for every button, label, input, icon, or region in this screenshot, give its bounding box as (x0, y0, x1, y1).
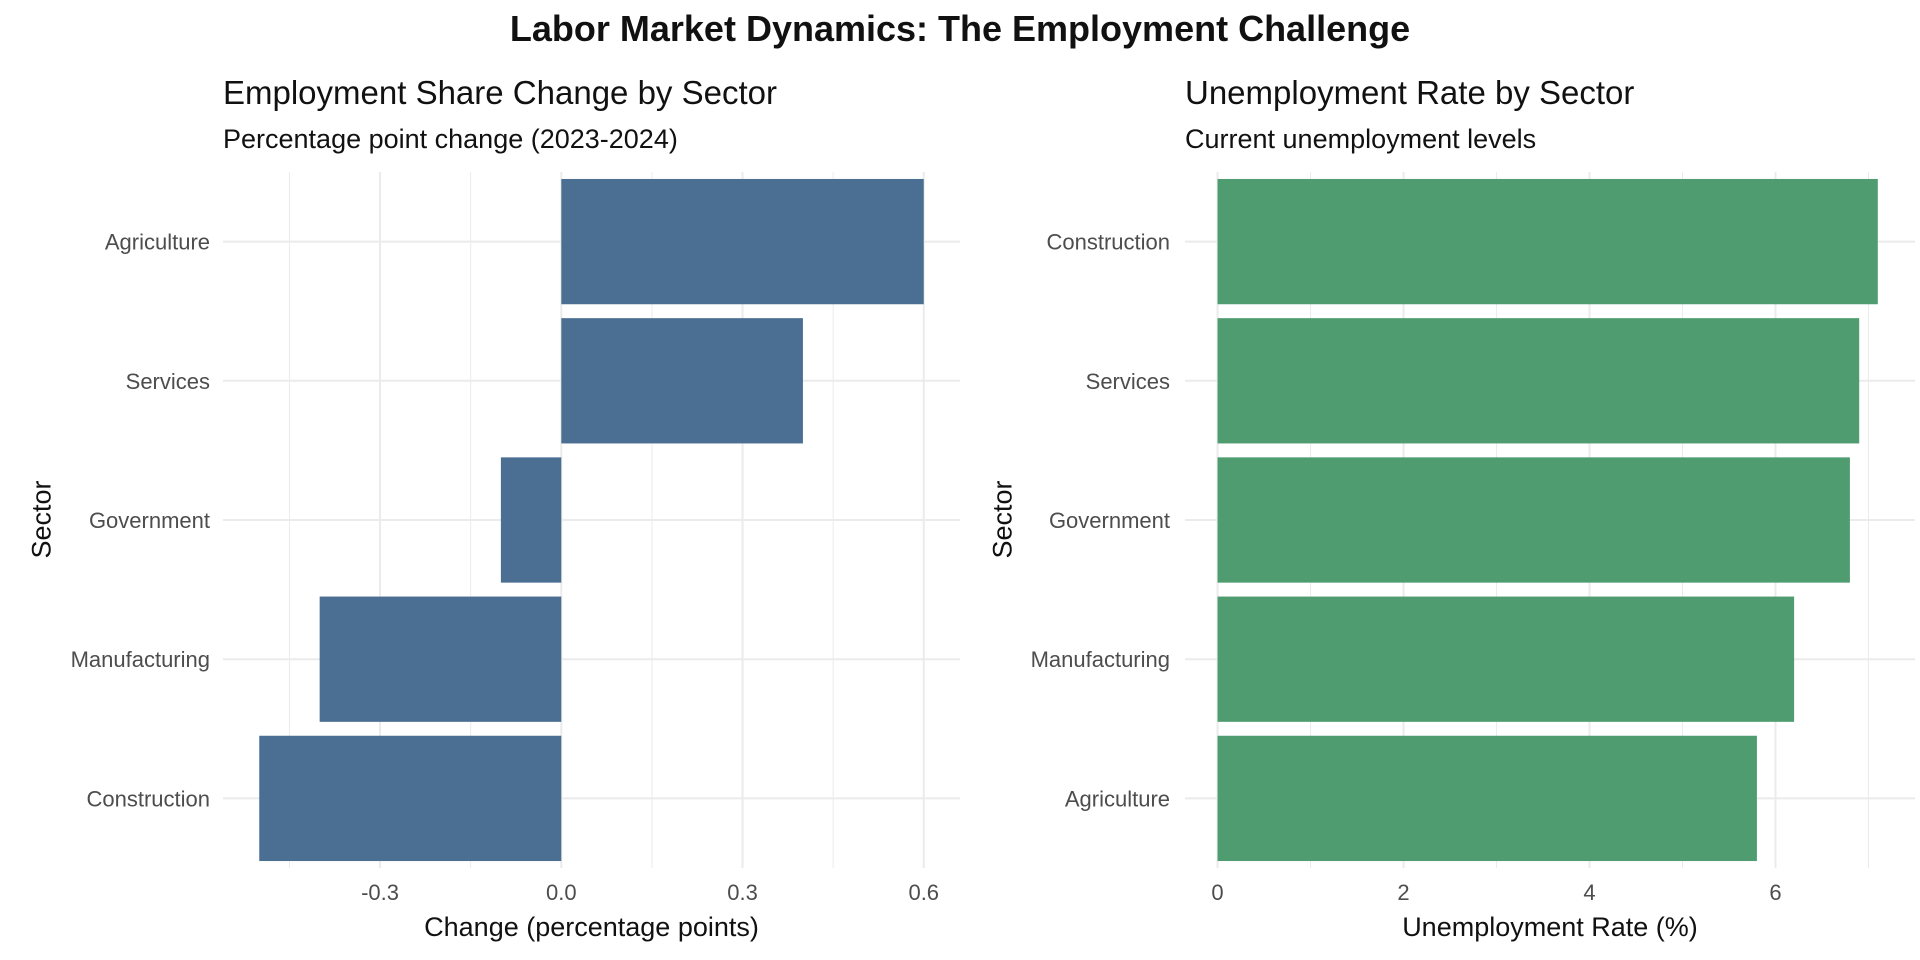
left-x-tick-label: 0.0 (546, 880, 577, 905)
left-bar-government (500, 457, 562, 583)
left-category-label: Agriculture (105, 230, 210, 255)
right-category-label: Government (1049, 508, 1170, 533)
left-x-tick-label: 0.6 (908, 880, 939, 905)
left-x-tick-label: -0.3 (361, 880, 399, 905)
main-title: Labor Market Dynamics: The Employment Ch… (509, 8, 1411, 49)
right-bar-government (1217, 457, 1850, 583)
left-bar-construction (259, 735, 562, 862)
left-category-label: Services (126, 369, 210, 394)
left-bar-services (561, 318, 803, 444)
right-panel-subtitle: Current unemployment levels (1185, 124, 1537, 154)
right-category-label: Services (1086, 369, 1170, 394)
left-bar-agriculture (561, 178, 924, 305)
left-panel-title: Employment Share Change by Sector (223, 74, 777, 111)
right-x-tick-label: 2 (1397, 880, 1409, 905)
left-bar-chart: -0.3 0.0 0.3 0.6 Agriculture Services Governme… (71, 172, 960, 905)
right-bar-services (1217, 318, 1860, 444)
right-x-tick-label: 4 (1583, 880, 1595, 905)
right-bar-manufacturing (1217, 596, 1795, 722)
right-panel-title: Unemployment Rate by Sector (1185, 74, 1635, 111)
right-category-label: Agriculture (1065, 786, 1170, 811)
right-bar-construction (1217, 178, 1878, 305)
left-category-label: Government (89, 508, 210, 533)
left-bar-manufacturing (319, 596, 562, 722)
left-x-tick-label: 0.3 (727, 880, 758, 905)
right-category-label: Construction (1046, 230, 1170, 255)
left-panel-subtitle: Percentage point change (2023-2024) (223, 124, 678, 154)
right-x-axis-title: Unemployment Rate (%) (1402, 912, 1698, 942)
left-category-label: Manufacturing (71, 647, 210, 672)
left-x-axis-title: Change (percentage points) (424, 912, 759, 942)
left-category-label: Construction (86, 786, 210, 811)
right-x-tick-label: 0 (1211, 880, 1223, 905)
right-category-label: Manufacturing (1031, 647, 1170, 672)
right-x-tick-label: 6 (1769, 880, 1781, 905)
right-bar-agriculture (1217, 735, 1757, 862)
